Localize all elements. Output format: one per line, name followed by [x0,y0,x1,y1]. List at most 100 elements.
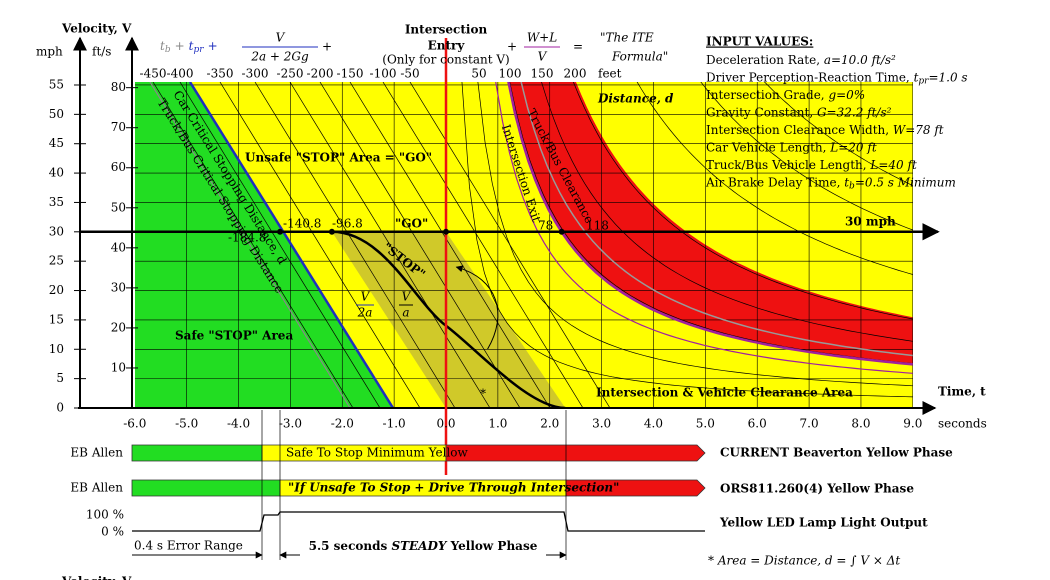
formula-part: + [208,39,218,53]
mph-tick-label: 25 [49,254,64,268]
mph-tick-label: 55 [49,77,64,91]
input-label: Gravity Constant, [706,105,817,119]
distance-line [289,82,491,408]
time-tick-label: -4.0 [227,417,250,431]
fts-tick-label: 60 [111,160,126,174]
input-label: Deceleration Rate, [706,53,824,67]
label: + [507,40,517,54]
distance-line [319,82,521,408]
time-tick-label: -1.0 [383,417,406,431]
led-output [132,511,705,532]
distance-curve [700,82,913,231]
mph-tick-label: 15 [49,312,64,326]
input-label: Intersection Clearance Width, [706,123,893,137]
label: "GO" [395,217,428,231]
formula-part: b [165,45,171,55]
input-sub: b [849,181,855,191]
mph-tick-label: 20 [49,283,64,297]
distance-tick-label: -200 [307,67,334,81]
input-label: Car Vehicle Length, [706,140,830,154]
input-line: Driver Perception-Reaction Time, tpr=1.0… [706,70,968,86]
label: Entry [428,39,466,53]
formula-part: pr [193,45,204,55]
label: a [402,306,409,320]
label: CURRENT Beaverton Yellow Phase [720,446,953,460]
input-value: G=32.2 ft/s² [817,105,892,119]
fts-tick-label: 50 [111,200,126,214]
plot-area [135,82,913,408]
input-value: L=20 ft [829,140,877,154]
formula-part: t [189,39,194,53]
steady-part: STEADY [391,539,447,553]
distance-tick-label: 200 [564,67,587,81]
fts-tick-label: 30 [111,280,126,294]
distance-curve [541,82,913,342]
exit-curve [495,82,913,374]
input-label: Air Brake Delay Time, [705,175,844,189]
distance-tick-label: -150 [337,67,364,81]
label: 0 % [101,525,124,539]
label: 118 [586,219,609,233]
label: Safe "STOP" Area [175,329,293,343]
label: 0.4 s Error Range [134,539,243,553]
time-tick-label: 8.0 [851,417,870,431]
input-line: Truck/Bus Vehicle Length, L=40 ft [706,158,917,172]
fts-tick-label: 70 [111,120,126,134]
distance-tick-label: 100 [499,67,522,81]
label: INPUT VALUES: [706,35,813,49]
input-value: t [914,70,919,84]
loop-arrow [455,265,499,350]
phase-segment [131,479,289,497]
input-value: L=40 ft [869,158,917,172]
label: Distance, d [597,92,674,106]
fts-tick-label: 40 [111,240,126,254]
label: 2a [357,306,373,320]
input-label: Intersection Grade, [706,88,828,102]
label: V [402,290,412,304]
label: "The ITE [600,31,654,45]
distance-line [219,82,421,408]
input-value: =0.5 s Minimum [855,175,956,189]
mph-tick-label: 5 [56,371,64,385]
time-tick-label: 5.0 [696,417,715,431]
input-line: Car Vehicle Length, L=20 ft [706,140,877,154]
input-line: Intersection Grade, g=0% [706,88,865,102]
phase-segment [445,444,706,462]
fts-tick-label: 80 [111,80,126,94]
distance-tick-label: -400 [167,67,194,81]
label: mph [36,45,63,59]
label: -184.8 [228,231,266,245]
input-value: t [844,175,849,189]
label: ft/s [92,45,111,59]
label: Formula" [611,50,668,64]
time-tick-label: 6.0 [748,417,767,431]
mph-tick-label: 0 [56,401,64,415]
marker-dot [277,228,284,235]
time-tick-label: 1.0 [488,417,507,431]
truck-clear-curve [520,82,913,357]
fts-tick-label: 10 [111,360,126,374]
label: 30 mph [845,215,896,229]
input-line: Intersection Clearance Width, W=78 ft [706,123,944,137]
label: + [322,40,332,54]
time-tick-label: -6.0 [123,417,146,431]
truck-stop-line [149,82,351,408]
label: Intersection [405,23,488,37]
label: -140.8 [283,217,321,231]
label: "If Unsafe To Stop + Drive Through Inter… [288,481,619,495]
label: 2a + 2Gg [250,50,309,64]
input-sub: pr [918,76,929,86]
label: seconds [938,417,987,431]
distance-curve [477,82,913,387]
formula: tb + tpr + [160,39,218,55]
input-line: Air Brake Delay Time, tb=0.5 s Minimum [705,175,956,191]
time-tick-label: 0.0 [436,417,455,431]
input-label: Driver Perception-Reaction Time, [706,70,914,84]
marker-dot [328,228,335,235]
distance-tick-label: -300 [242,67,269,81]
label: Velocity, V [61,575,132,580]
distance-curve [461,82,913,398]
input-line: Gravity Constant, G=32.2 ft/s² [706,105,892,119]
car-clear-curve [507,82,913,366]
label: V [276,31,286,45]
